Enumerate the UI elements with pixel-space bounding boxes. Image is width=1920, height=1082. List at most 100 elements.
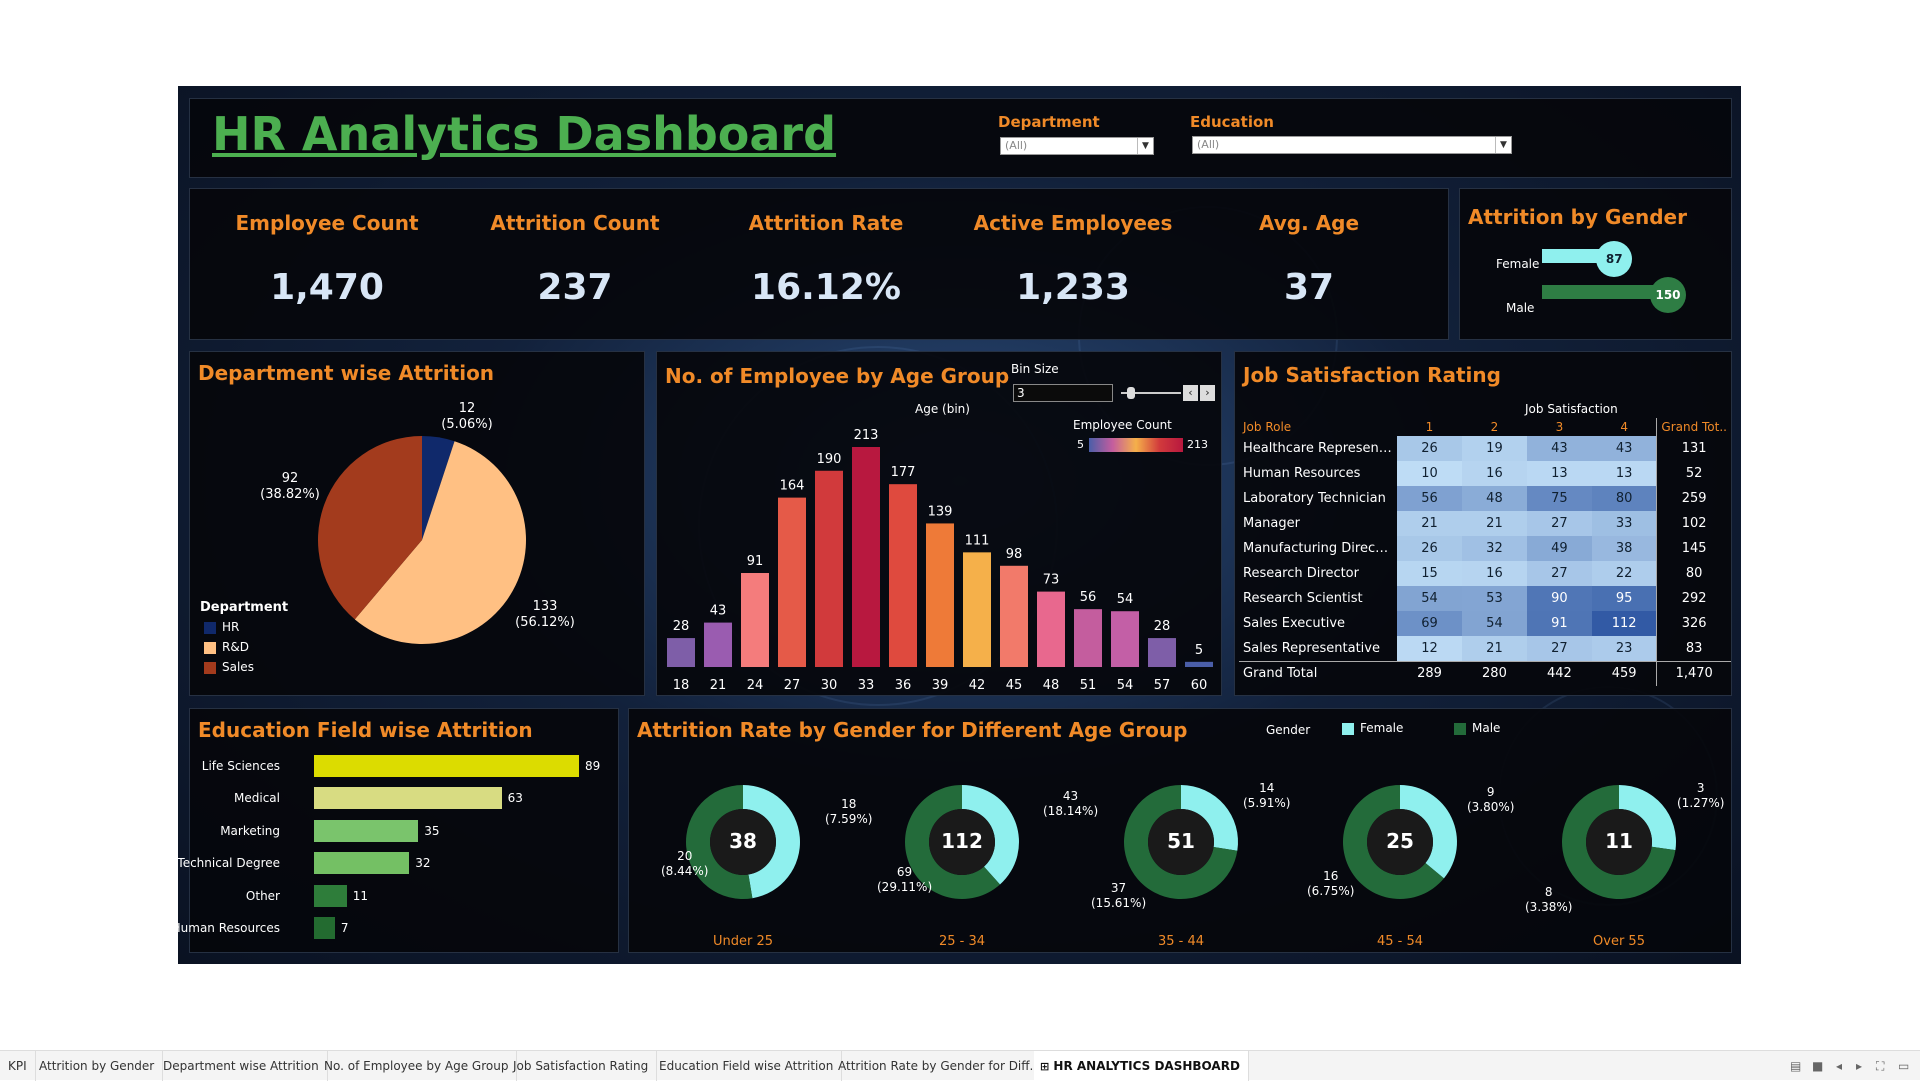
satisfaction-cell: 19 — [1461, 436, 1527, 461]
satisfaction-cell: 90 — [1526, 586, 1592, 611]
education-bar — [314, 755, 579, 777]
age-tick-label: 48 — [1043, 678, 1060, 693]
column-grand-total-cell: 289 — [1397, 660, 1462, 686]
donut-center-total: 11 — [1605, 829, 1633, 853]
education-bar — [314, 884, 347, 907]
column-grand-total-cell: 442 — [1526, 660, 1592, 686]
satisfaction-cell: 15 — [1397, 561, 1462, 586]
pie-slice-hr — [422, 436, 455, 540]
age-bar-value-label: 111 — [965, 533, 990, 548]
chevron-down-icon[interactable]: ▼ — [1495, 137, 1511, 153]
age-bar-30 — [815, 470, 843, 667]
donut-slice-male — [1124, 785, 1238, 899]
age-bar-value-label: 91 — [747, 554, 764, 569]
satisfaction-cell: 69 — [1397, 611, 1462, 636]
pie-slice-sales — [318, 436, 422, 620]
age-bar-57 — [1148, 638, 1176, 667]
tab-attrition-rate-gender-age[interactable]: Attrition Rate by Gender for Diff... — [830, 1051, 1050, 1081]
age-tick-label: 18 — [673, 678, 690, 693]
gender-age-title: Attrition Rate by Gender for Different A… — [637, 718, 1188, 742]
tab-hr-analytics-dashboard[interactable]: ⊞ HR ANALYTICS DASHBOARD — [1034, 1051, 1249, 1081]
grand-total-label: Grand Total — [1239, 660, 1397, 686]
age-bar-45 — [1000, 565, 1028, 667]
age-bar-value-label: 73 — [1043, 573, 1060, 588]
filmstrip-icon[interactable]: ■ — [1812, 1059, 1824, 1073]
donut-female-label: 3 (1.27%) — [1677, 781, 1725, 810]
donut-center-total: 51 — [1167, 829, 1195, 853]
column-header: 1 — [1425, 420, 1434, 434]
age-axis-label: Age (bin) — [915, 402, 970, 416]
job-satisfaction-panel: Job Satisfaction Rating Job Satisfaction… — [1234, 351, 1732, 696]
color-legend-bar — [1089, 438, 1183, 452]
tab-education-field-attrition[interactable]: Education Field wise Attrition — [651, 1051, 843, 1081]
table-row: Sales Representative 12 21 27 23 83 — [1239, 636, 1731, 661]
job-role-cell: Laboratory Technician — [1243, 491, 1386, 506]
age-bar-chart: 28 18 43 21 91 24 164 27 190 30 213 33 177 36 139 39 111… — [667, 428, 1213, 693]
job-satisfaction-title: Job Satisfaction Rating — [1243, 363, 1501, 387]
job-role-cell: Healthcare Representat.. — [1243, 441, 1397, 456]
kpi-attrition-rate-value: 16.12% — [751, 267, 901, 308]
legend-label-sales: Sales — [222, 660, 254, 674]
donut-female-label: 43 (18.14%) — [1043, 789, 1099, 818]
age-tick-label: 54 — [1117, 678, 1134, 693]
bin-size-slider-handle[interactable] — [1127, 387, 1135, 399]
tab-department-wise-attrition[interactable]: Department wise Attrition — [155, 1051, 328, 1081]
table-header-row: Job Role 1 2 3 4 Grand Tot.. — [1239, 418, 1731, 436]
bin-size-input[interactable]: 3 — [1013, 384, 1113, 402]
previous-sheet-icon[interactable]: ◂ — [1836, 1059, 1843, 1073]
show-sheets-icon[interactable]: ▤ — [1790, 1059, 1802, 1073]
row-grand-total-cell: 292 — [1656, 586, 1731, 611]
satisfaction-cell: 21 — [1461, 511, 1527, 536]
donut-age-category: 45 - 54 — [1376, 934, 1424, 949]
education-bar-value: 32 — [415, 856, 431, 871]
age-bar-value-label: 5 — [1195, 643, 1203, 658]
age-bar-24 — [741, 573, 769, 667]
chevron-right-icon[interactable]: › — [1200, 385, 1215, 401]
kpi-panel: Employee Count 1,470 Attrition Count 237… — [189, 188, 1449, 340]
bin-size-slider-track[interactable] — [1121, 392, 1181, 394]
table-row: Research Director 15 16 27 22 80 — [1239, 561, 1731, 586]
satisfaction-cell: 23 — [1591, 636, 1657, 661]
age-tick-label: 30 — [821, 678, 838, 693]
chevron-down-icon[interactable]: ▼ — [1137, 138, 1153, 154]
education-bar-value: 7 — [340, 921, 349, 935]
department-filter-select[interactable]: (All) ▼ — [1000, 137, 1154, 155]
donut-slice-female — [743, 785, 800, 899]
legend-swatch-female — [1342, 723, 1354, 735]
satisfaction-cell: 56 — [1397, 486, 1462, 511]
education-category-label: Medical — [234, 791, 280, 806]
satisfaction-cell: 21 — [1461, 636, 1527, 661]
next-sheet-icon[interactable]: ▸ — [1856, 1059, 1863, 1073]
presentation-icon[interactable]: ▭ — [1898, 1059, 1910, 1073]
education-filter-select[interactable]: (All) ▼ — [1192, 136, 1512, 154]
job-role-cell: Research Director — [1243, 566, 1359, 581]
chevron-left-icon[interactable]: ‹ — [1183, 385, 1198, 401]
age-bar-value-label: 190 — [817, 452, 842, 467]
satisfaction-cell: 80 — [1591, 486, 1657, 511]
satisfaction-cell: 49 — [1526, 536, 1592, 561]
tab-kpi[interactable]: KPI — [0, 1051, 36, 1081]
tab-job-satisfaction-rating[interactable]: Job Satisfaction Rating — [505, 1051, 658, 1081]
education-bar-value: 63 — [507, 791, 523, 806]
tab-attrition-by-gender[interactable]: Attrition by Gender — [31, 1051, 164, 1081]
kpi-attrition-count-value: 237 — [537, 267, 613, 308]
table-row: Research Scientist 54 53 90 95 292 — [1239, 586, 1731, 611]
color-legend-max: 213 — [1187, 438, 1208, 451]
legend-label-rd: R&D — [222, 640, 249, 654]
age-bar-60 — [1185, 661, 1213, 667]
grand-total-row: Grand Total 289 280 442 459 1,470 — [1239, 660, 1731, 686]
kpi-avg-age-label: Avg. Age — [1258, 211, 1360, 235]
pie-data-label: 92 — [282, 471, 299, 486]
tab-employee-by-age-group[interactable]: No. of Employee by Age Group — [316, 1051, 518, 1081]
column-header: 2 — [1490, 420, 1499, 434]
kpi-avg-age-value: 37 — [1283, 267, 1335, 308]
age-bar-48 — [1037, 591, 1065, 667]
satisfaction-cell: 22 — [1591, 561, 1657, 586]
job-role-cell: Manager — [1243, 516, 1300, 531]
age-bar-36 — [889, 484, 917, 667]
fullscreen-icon[interactable]: ⛶ — [1876, 1059, 1885, 1073]
education-category-label: Life Sciences — [201, 759, 280, 773]
attrition-by-gender-panel: Attrition by Gender Female Male 87 150 — [1459, 188, 1732, 340]
attrition-by-gender-title: Attrition by Gender — [1468, 205, 1687, 229]
tab-hr-analytics-dashboard-label: HR ANALYTICS DASHBOARD — [1053, 1059, 1240, 1073]
